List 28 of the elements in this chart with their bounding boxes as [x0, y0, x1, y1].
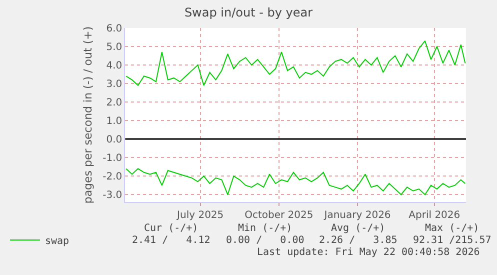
- y-tick-label: -2.0: [102, 172, 122, 183]
- y-tick-label: 5.0: [106, 42, 122, 54]
- y-tick-label: -1.0: [102, 153, 122, 164]
- text: Max (-/+): [425, 223, 480, 234]
- x-tick-label: January 2026: [323, 210, 391, 221]
- x-tick-label: October 2025: [244, 210, 314, 221]
- y-tick-label: 2.0: [106, 98, 122, 109]
- text: Min (-/+): [238, 223, 292, 234]
- text: Avg (-/+): [331, 223, 386, 234]
- y-tick-label: -3.0: [102, 190, 122, 202]
- text: 92.31 /215.57: [413, 235, 492, 246]
- line-series: [126, 40, 466, 86]
- y-tick-label: 4.0: [106, 60, 122, 72]
- text: Cur (-/+): [144, 223, 198, 234]
- y-tick-label: 3.0: [106, 79, 122, 90]
- line-series: [126, 168, 466, 196]
- x-tick-label: July 2025: [176, 210, 224, 221]
- text: 2.26 / 3.85: [319, 235, 398, 246]
- y-tick-label: 6.0: [106, 24, 122, 34]
- chart-title: Swap in/out - by year: [184, 5, 313, 20]
- legend-label: swap: [44, 236, 70, 247]
- y-tick-label: 1.0: [106, 116, 122, 128]
- text: Last update: Fri May 22 00:40:58 2026: [257, 247, 480, 258]
- text: 0.00 / 0.00: [226, 235, 304, 246]
- y-axis-title: pages per second in (-) / out (+): [81, 26, 94, 204]
- y-tick-label: 0.0: [106, 134, 122, 146]
- x-tick-label: April 2026: [408, 210, 460, 221]
- text: 2.41 / 4.12: [132, 235, 210, 246]
